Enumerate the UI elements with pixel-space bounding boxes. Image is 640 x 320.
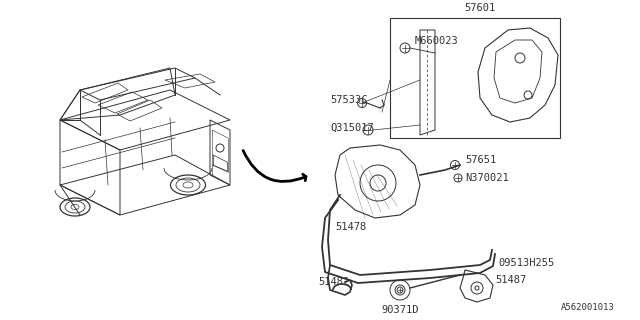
Text: 57651: 57651 bbox=[465, 155, 496, 165]
Text: 51487: 51487 bbox=[495, 275, 526, 285]
Text: Q315017: Q315017 bbox=[330, 123, 374, 133]
Text: 09513H255: 09513H255 bbox=[498, 258, 554, 268]
Text: 51478: 51478 bbox=[335, 222, 366, 232]
Text: 90371D: 90371D bbox=[381, 305, 419, 315]
Text: N370021: N370021 bbox=[465, 173, 509, 183]
Text: 51482: 51482 bbox=[318, 277, 349, 287]
Text: 57601: 57601 bbox=[465, 3, 495, 13]
Text: A562001013: A562001013 bbox=[561, 303, 615, 312]
Text: M660023: M660023 bbox=[415, 36, 459, 46]
Text: 57533C: 57533C bbox=[330, 95, 367, 105]
Bar bbox=[390, 18, 560, 138]
